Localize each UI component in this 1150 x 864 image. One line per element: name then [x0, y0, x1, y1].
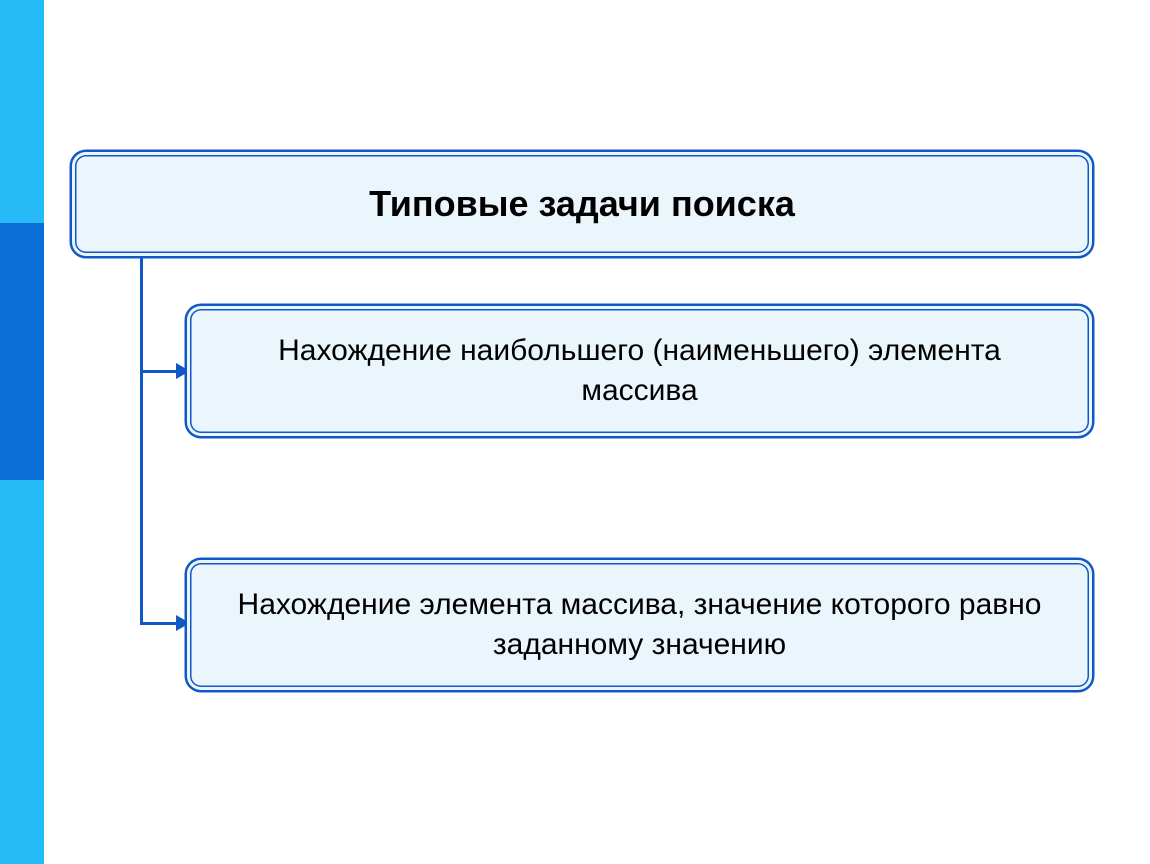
child-node-2: Нахождение элемента массива, значение ко… [187, 560, 1092, 690]
child-2-label: Нахождение элемента массива, значение ко… [227, 585, 1052, 666]
connector-h1 [140, 370, 180, 373]
connector-vertical [140, 256, 143, 624]
diagram-canvas: Типовые задачи поиска Нахождение наиболь… [0, 0, 1150, 864]
root-node: Типовые задачи поиска [72, 152, 1092, 256]
connector-h2 [140, 622, 180, 625]
child-1-label: Нахождение наибольшего (наименьшего) эле… [227, 331, 1052, 412]
root-label: Типовые задачи поиска [369, 183, 795, 225]
child-node-1: Нахождение наибольшего (наименьшего) эле… [187, 306, 1092, 436]
